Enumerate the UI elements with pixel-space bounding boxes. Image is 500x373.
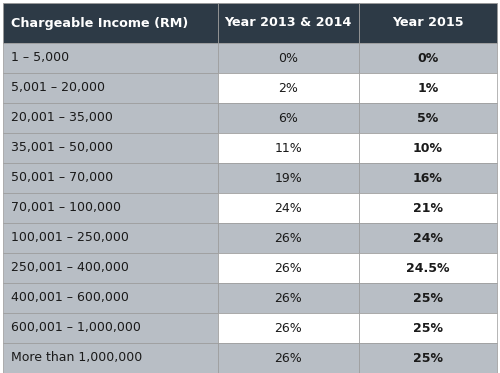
Bar bbox=[3, 103, 218, 133]
Bar bbox=[358, 223, 497, 253]
Bar bbox=[358, 193, 497, 223]
Text: 0%: 0% bbox=[417, 51, 438, 65]
Text: 19%: 19% bbox=[274, 172, 302, 185]
Bar bbox=[3, 3, 218, 43]
Text: 26%: 26% bbox=[274, 322, 302, 335]
Text: 25%: 25% bbox=[413, 351, 443, 364]
Text: 26%: 26% bbox=[274, 292, 302, 304]
Text: 20,001 – 35,000: 20,001 – 35,000 bbox=[11, 112, 113, 125]
Text: 24%: 24% bbox=[274, 201, 302, 214]
Text: 600,001 – 1,000,000: 600,001 – 1,000,000 bbox=[11, 322, 141, 335]
Bar bbox=[3, 43, 218, 73]
Text: Year 2015: Year 2015 bbox=[392, 16, 464, 29]
Bar bbox=[218, 283, 358, 313]
Text: 26%: 26% bbox=[274, 261, 302, 275]
Text: 16%: 16% bbox=[413, 172, 443, 185]
Bar bbox=[358, 163, 497, 193]
Text: More than 1,000,000: More than 1,000,000 bbox=[11, 351, 142, 364]
Bar bbox=[218, 253, 358, 283]
Text: 250,001 – 400,000: 250,001 – 400,000 bbox=[11, 261, 129, 275]
Text: 6%: 6% bbox=[278, 112, 298, 125]
Text: 400,001 – 600,000: 400,001 – 600,000 bbox=[11, 292, 129, 304]
Bar bbox=[358, 343, 497, 373]
Text: 0%: 0% bbox=[278, 51, 298, 65]
Text: 1 – 5,000: 1 – 5,000 bbox=[11, 51, 69, 65]
Bar bbox=[218, 103, 358, 133]
Text: 5%: 5% bbox=[417, 112, 438, 125]
Bar bbox=[3, 223, 218, 253]
Text: 1%: 1% bbox=[417, 81, 438, 94]
Bar bbox=[218, 313, 358, 343]
Text: 11%: 11% bbox=[274, 141, 302, 154]
Bar bbox=[358, 253, 497, 283]
Bar bbox=[3, 343, 218, 373]
Bar bbox=[218, 133, 358, 163]
Bar bbox=[3, 73, 218, 103]
Text: 21%: 21% bbox=[413, 201, 443, 214]
Text: 25%: 25% bbox=[413, 322, 443, 335]
Text: 24.5%: 24.5% bbox=[406, 261, 450, 275]
Bar bbox=[218, 43, 358, 73]
Bar bbox=[218, 193, 358, 223]
Text: 35,001 – 50,000: 35,001 – 50,000 bbox=[11, 141, 113, 154]
Bar bbox=[3, 163, 218, 193]
Bar bbox=[358, 43, 497, 73]
Bar bbox=[218, 223, 358, 253]
Text: 5,001 – 20,000: 5,001 – 20,000 bbox=[11, 81, 105, 94]
Bar bbox=[3, 133, 218, 163]
Bar bbox=[3, 193, 218, 223]
Bar bbox=[358, 283, 497, 313]
Text: 70,001 – 100,000: 70,001 – 100,000 bbox=[11, 201, 121, 214]
Bar bbox=[218, 73, 358, 103]
Bar bbox=[358, 133, 497, 163]
Text: 24%: 24% bbox=[413, 232, 443, 244]
Text: 2%: 2% bbox=[278, 81, 298, 94]
Text: 10%: 10% bbox=[413, 141, 443, 154]
Bar bbox=[3, 313, 218, 343]
Bar bbox=[3, 283, 218, 313]
Bar bbox=[218, 3, 358, 43]
Text: Chargeable Income (RM): Chargeable Income (RM) bbox=[11, 16, 188, 29]
Bar bbox=[358, 3, 497, 43]
Bar bbox=[358, 313, 497, 343]
Bar bbox=[218, 163, 358, 193]
Text: Year 2013 & 2014: Year 2013 & 2014 bbox=[224, 16, 352, 29]
Bar bbox=[358, 103, 497, 133]
Text: 26%: 26% bbox=[274, 351, 302, 364]
Text: 50,001 – 70,000: 50,001 – 70,000 bbox=[11, 172, 113, 185]
Text: 26%: 26% bbox=[274, 232, 302, 244]
Text: 100,001 – 250,000: 100,001 – 250,000 bbox=[11, 232, 129, 244]
Bar bbox=[358, 73, 497, 103]
Bar bbox=[218, 343, 358, 373]
Bar bbox=[3, 253, 218, 283]
Text: 25%: 25% bbox=[413, 292, 443, 304]
